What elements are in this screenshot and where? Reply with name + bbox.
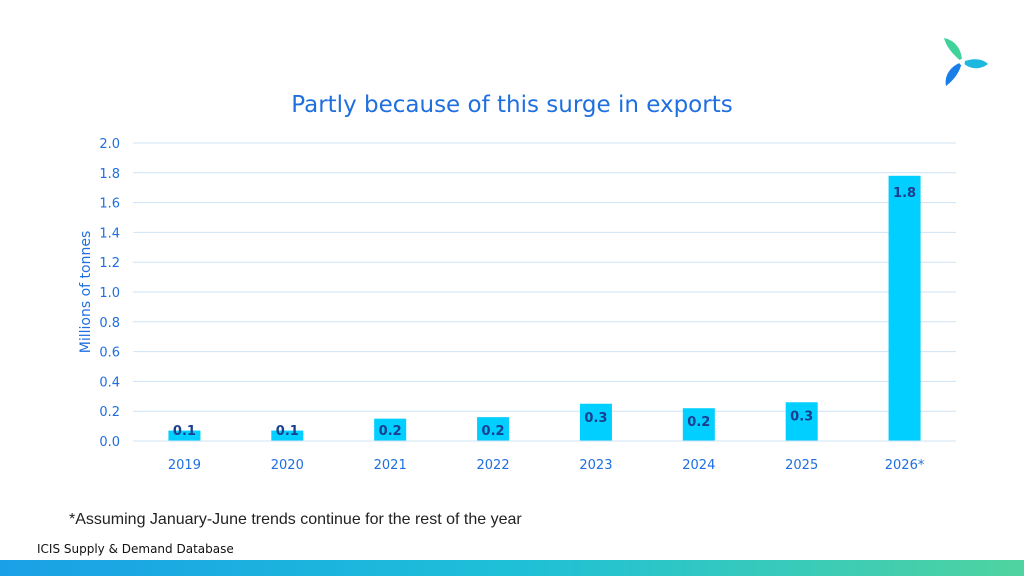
x-tick-label: 2021 — [374, 458, 407, 473]
x-tick-label: 2026* — [885, 458, 925, 473]
y-tick-label: 1.8 — [99, 167, 120, 182]
source-note: ICIS Supply & Demand Database — [37, 542, 234, 556]
data-label: 0.2 — [687, 415, 710, 430]
y-tick-label: 0.4 — [99, 375, 120, 390]
y-tick-label: 2.0 — [99, 137, 120, 152]
data-label: 0.2 — [482, 424, 505, 439]
bar — [785, 402, 818, 441]
bottom-gradient-bar — [0, 560, 1024, 576]
x-tick-label: 2023 — [579, 458, 612, 473]
icis-logo-icon — [944, 38, 988, 86]
footnote: *Assuming January-June trends continue f… — [69, 511, 522, 528]
bar — [477, 417, 510, 441]
bar — [168, 430, 201, 441]
data-label: 1.8 — [893, 186, 916, 201]
y-tick-label: 0.6 — [99, 346, 120, 361]
y-tick-label: 0.0 — [99, 435, 120, 450]
data-label: 0.2 — [379, 424, 402, 439]
y-tick-label: 0.8 — [99, 316, 120, 331]
x-tick-label: 2025 — [785, 458, 818, 473]
data-label: 0.3 — [584, 411, 607, 426]
y-axis-label: Millions of tonnes — [78, 231, 94, 353]
y-tick-label: 1.2 — [99, 256, 120, 271]
x-tick-label: 2020 — [271, 458, 304, 473]
chart-title: Partly because of this surge in exports — [291, 92, 733, 118]
y-tick-label: 1.6 — [99, 197, 120, 212]
y-tick-label: 1.0 — [99, 286, 120, 301]
bar — [682, 408, 715, 441]
y-tick-label: 0.2 — [99, 405, 120, 420]
bar — [579, 403, 612, 441]
x-tick-label: 2024 — [682, 458, 715, 473]
bar — [374, 418, 407, 441]
data-label: 0.1 — [276, 424, 299, 439]
x-tick-label: 2019 — [168, 458, 201, 473]
bar-chart: 0.0 0.2 0.4 0.6 0.8 1.0 1.2 1.4 1.6 1.8 2.0 Million… — [78, 137, 956, 473]
y-tick-label: 1.4 — [99, 226, 120, 241]
bar — [888, 175, 921, 441]
data-label: 0.1 — [173, 424, 196, 439]
bar — [271, 430, 304, 441]
x-tick-label: 2022 — [477, 458, 510, 473]
data-label: 0.3 — [790, 409, 813, 424]
